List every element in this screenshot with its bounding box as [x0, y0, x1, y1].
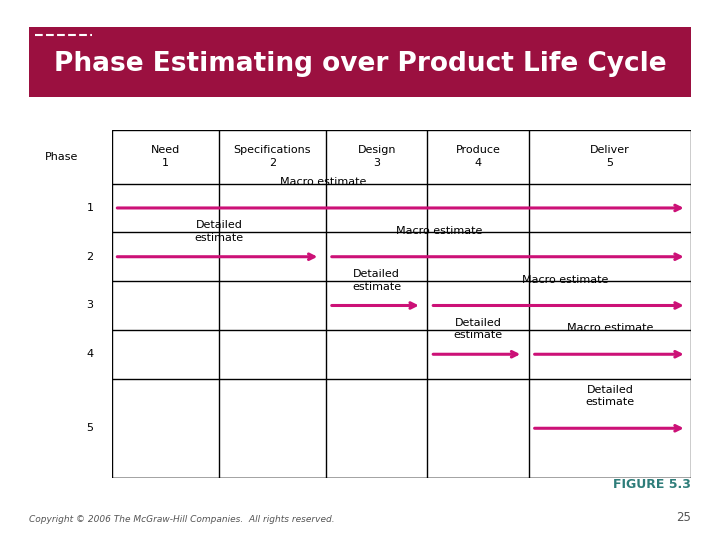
Text: 3: 3 — [86, 300, 94, 310]
Text: 1: 1 — [86, 203, 94, 213]
Text: Detailed
estimate: Detailed estimate — [352, 269, 401, 292]
Text: Detailed
estimate: Detailed estimate — [454, 318, 503, 340]
Text: 2: 2 — [86, 252, 94, 262]
Text: 5: 5 — [86, 423, 94, 433]
Text: Need
1: Need 1 — [150, 145, 180, 168]
Text: FIGURE 5.3: FIGURE 5.3 — [613, 478, 691, 491]
Text: Macro estimate: Macro estimate — [522, 275, 608, 285]
Text: Copyright © 2006 The McGraw-Hill Companies.  All rights reserved.: Copyright © 2006 The McGraw-Hill Compani… — [29, 515, 334, 524]
Text: Deliver
5: Deliver 5 — [590, 145, 630, 168]
Text: 4: 4 — [86, 349, 94, 359]
Text: Specifications
2: Specifications 2 — [234, 145, 311, 168]
Text: Phase: Phase — [45, 152, 78, 161]
Text: Design
3: Design 3 — [358, 145, 396, 168]
Text: Macro estimate: Macro estimate — [280, 177, 366, 187]
Text: Phase Estimating over Product Life Cycle: Phase Estimating over Product Life Cycle — [54, 51, 666, 77]
Text: Macro estimate: Macro estimate — [396, 226, 482, 236]
Text: Detailed
estimate: Detailed estimate — [194, 220, 243, 243]
Text: Macro estimate: Macro estimate — [567, 323, 653, 333]
Text: Produce
4: Produce 4 — [456, 145, 500, 168]
Text: 25: 25 — [676, 511, 691, 524]
Text: Detailed
estimate: Detailed estimate — [585, 385, 634, 407]
